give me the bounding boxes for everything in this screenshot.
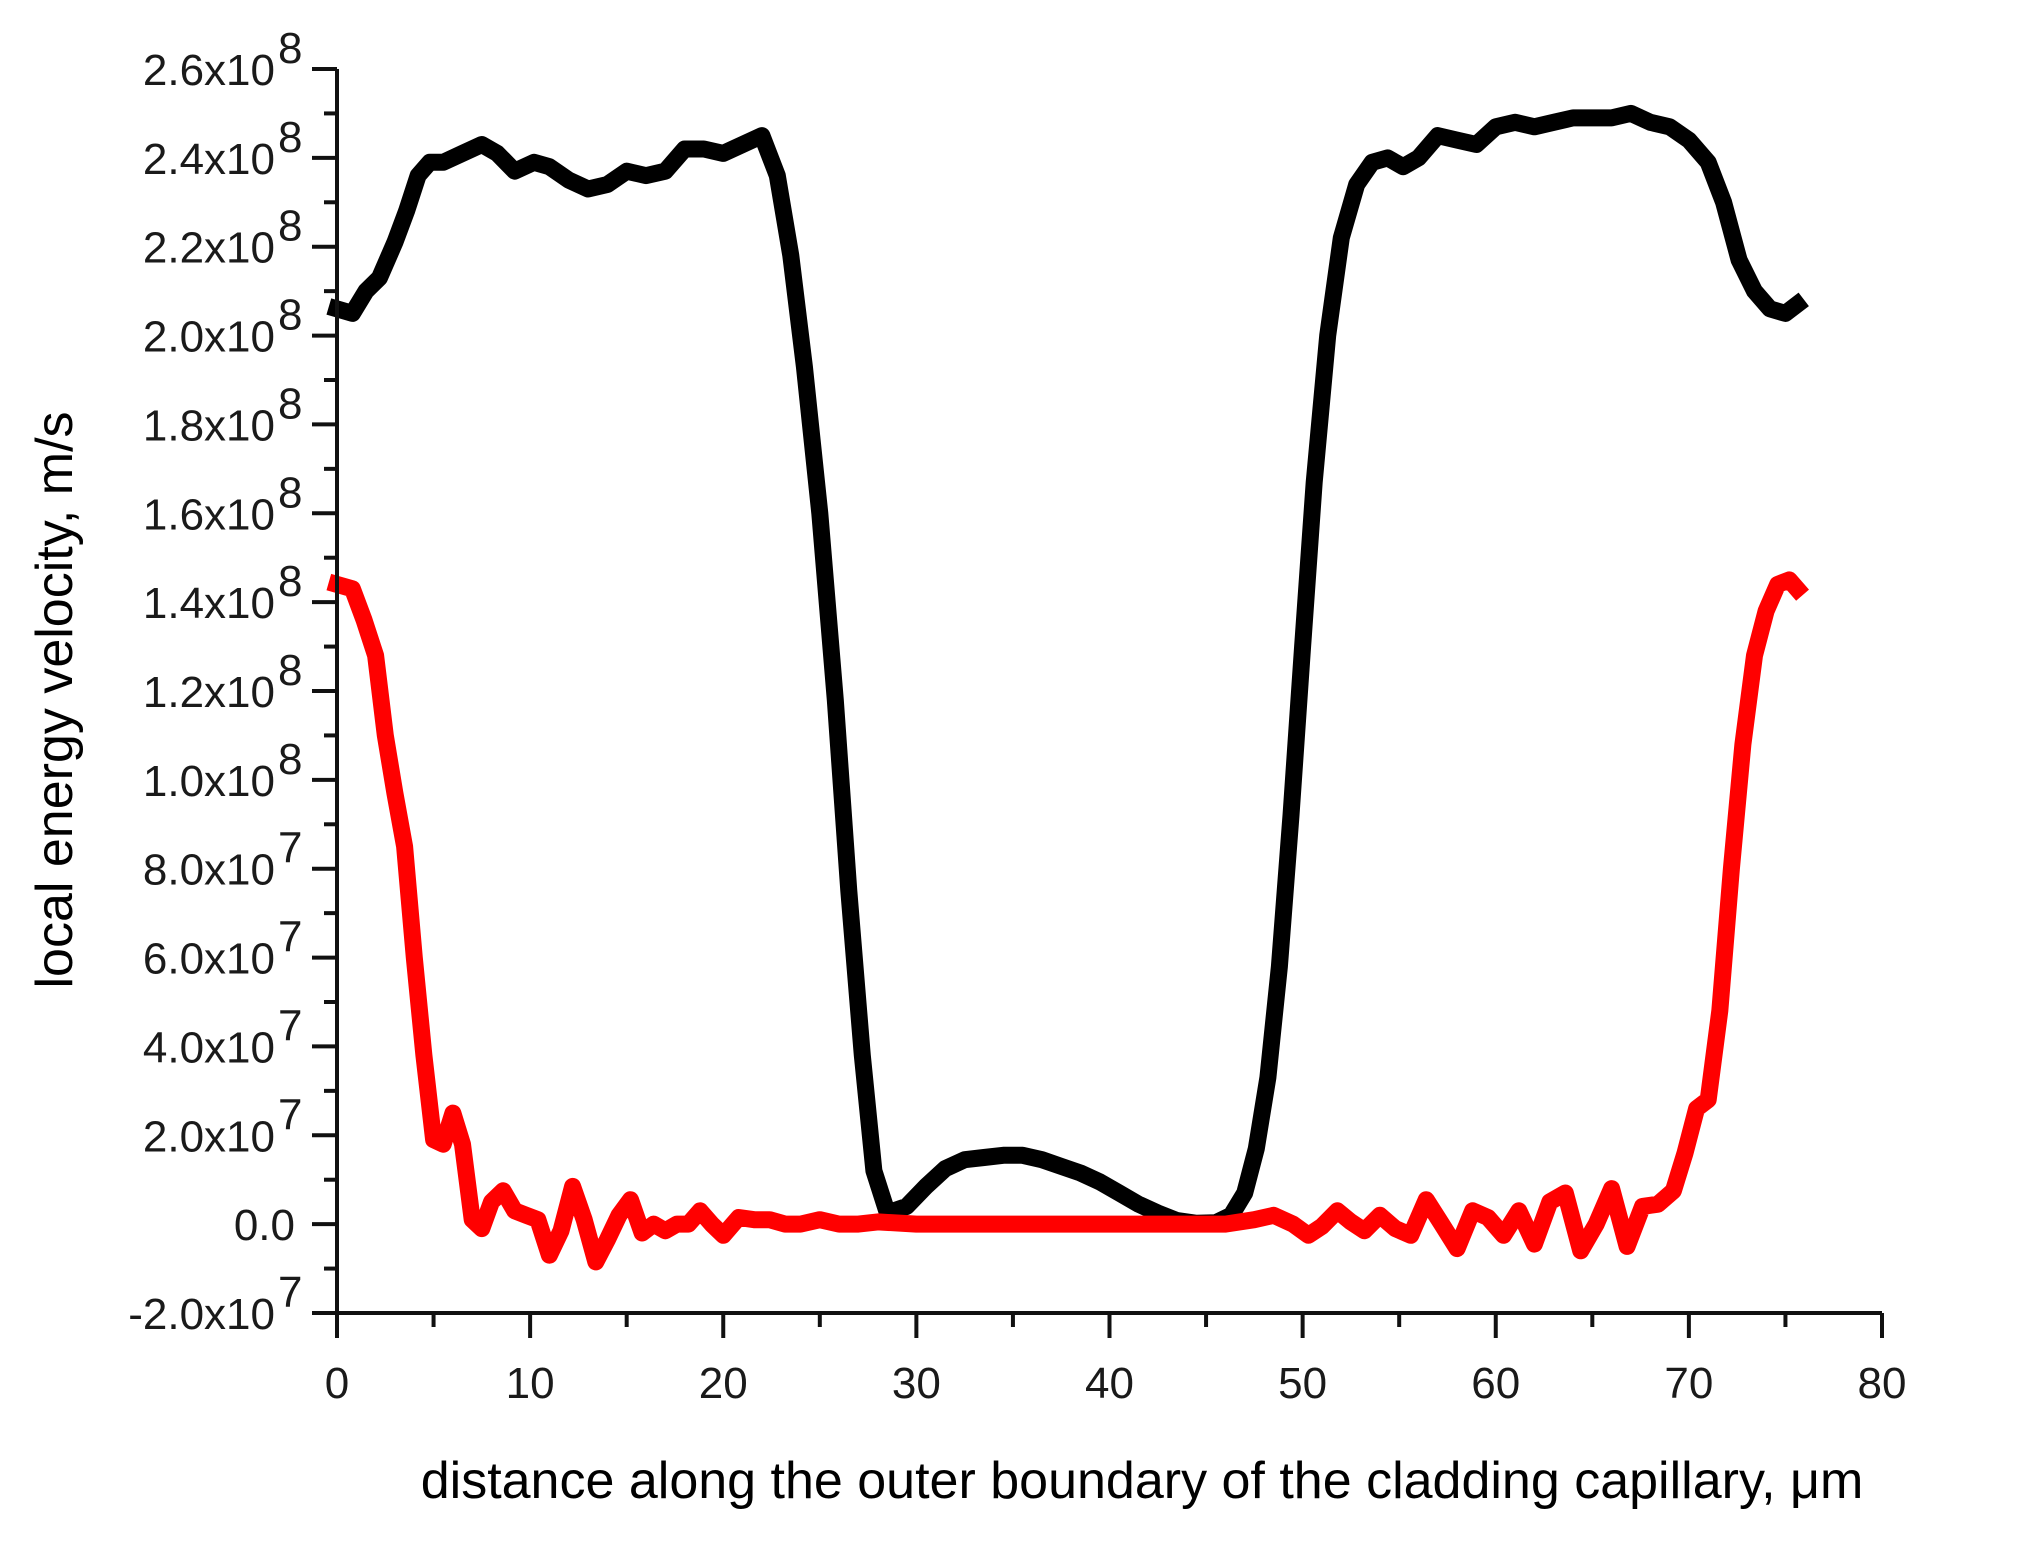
x-tick-label: 50	[1278, 1359, 1327, 1408]
plot-series	[326, 104, 1809, 1271]
x-tick-label: 30	[892, 1359, 941, 1408]
x-tick-label: 10	[506, 1359, 555, 1408]
y-tick-exponent: 8	[278, 468, 302, 517]
y-tick-label: 1.0x10	[143, 757, 275, 806]
y-tick-label: 1.8x10	[143, 401, 275, 450]
y-tick-exponent: 7	[278, 824, 302, 873]
x-tick-label: 20	[699, 1359, 748, 1408]
x-tick-label: 70	[1664, 1359, 1713, 1408]
y-tick-exponent: 7	[278, 1001, 302, 1050]
y-axis: -2.0x10 70.02.0x10 74.0x10 76.0x10 78.0x10 71…	[128, 24, 339, 1339]
y-tick-exponent: 8	[278, 557, 302, 606]
series-black	[326, 104, 1809, 1232]
y-tick-label: 8.0x10	[143, 846, 275, 895]
y-tick-label: 2.0x10	[143, 1112, 275, 1161]
x-tick-label: 40	[1085, 1359, 1134, 1408]
y-tick-exponent: 8	[278, 202, 302, 251]
y-axis-title: local energy velocity, m/s	[26, 411, 84, 988]
y-tick-exponent: 7	[278, 1268, 302, 1317]
y-tick-label: 2.4x10	[143, 135, 275, 184]
y-tick-label: 1.4x10	[143, 579, 275, 628]
y-tick-label: 1.6x10	[143, 490, 275, 539]
y-tick-label: 2.6x10	[143, 46, 275, 95]
x-axis: 0 10 20 30 40 50 60 70 80	[312, 1311, 1907, 1408]
y-tick-exponent: 8	[278, 646, 302, 695]
series-red	[326, 571, 1809, 1271]
y-tick-exponent: 8	[278, 291, 302, 340]
y-tick-label: 6.0x10	[143, 935, 275, 984]
y-tick-exponent: 7	[278, 913, 302, 962]
y-tick-label: 4.0x10	[143, 1023, 275, 1072]
y-tick-label: 2.2x10	[143, 224, 275, 273]
y-tick-exponent: 8	[278, 113, 302, 162]
x-tick-label: 80	[1858, 1359, 1907, 1408]
y-tick-exponent: 8	[278, 24, 302, 73]
y-tick-label: 1.2x10	[143, 668, 275, 717]
x-axis-title: distance along the outer boundary of the…	[421, 1452, 1864, 1510]
x-tick-label: 0	[325, 1359, 349, 1408]
y-tick-label: 0.0	[234, 1201, 295, 1250]
y-tick-exponent: 8	[278, 735, 302, 784]
y-tick-label: 2.0x10	[143, 313, 275, 362]
x-tick-label: 60	[1471, 1359, 1520, 1408]
y-tick-exponent: 8	[278, 379, 302, 428]
y-tick-label: -2.0x10	[128, 1290, 275, 1339]
y-tick-exponent: 7	[278, 1090, 302, 1139]
